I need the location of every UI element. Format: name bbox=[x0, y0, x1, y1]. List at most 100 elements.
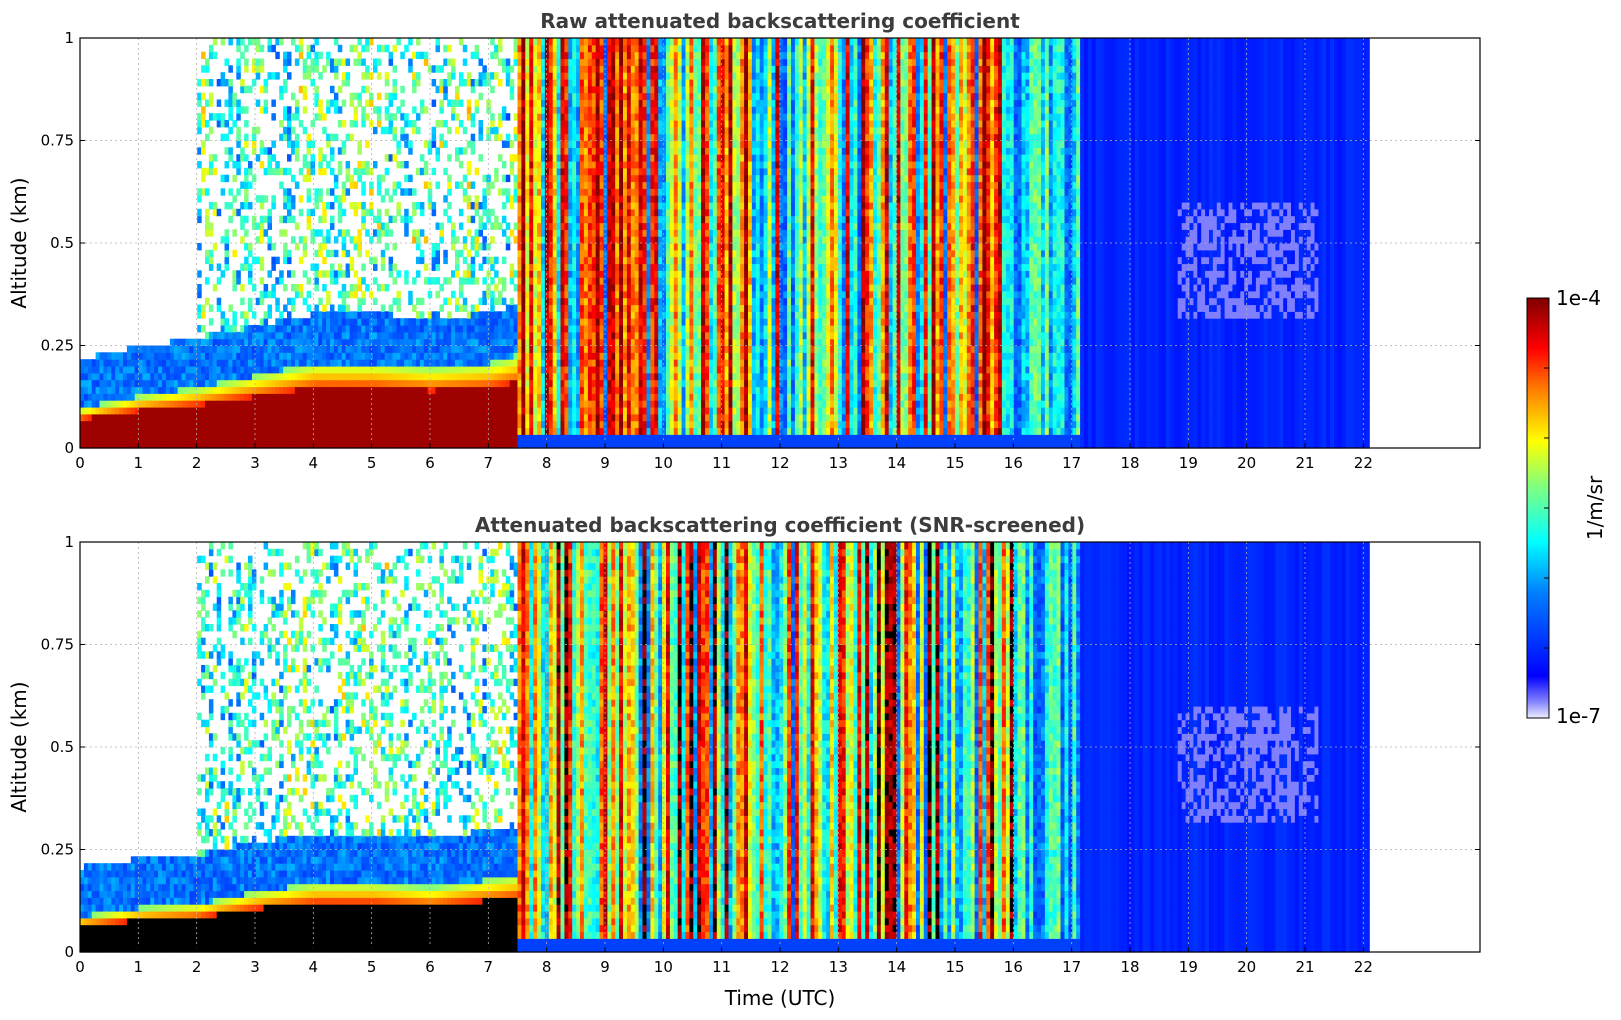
heatmap-cell bbox=[318, 393, 323, 401]
heatmap-cell bbox=[576, 229, 581, 237]
heatmap-cell bbox=[603, 229, 608, 237]
heatmap-cell bbox=[95, 393, 101, 401]
heatmap-cell bbox=[369, 338, 374, 347]
heatmap-cell bbox=[447, 338, 452, 347]
heatmap-cell bbox=[337, 359, 343, 367]
heatmap-cell bbox=[591, 393, 597, 401]
heatmap-cell bbox=[458, 38, 464, 46]
heatmap-cell bbox=[267, 407, 272, 415]
heatmap-cell bbox=[83, 420, 89, 429]
heatmap-cell bbox=[458, 284, 464, 292]
heatmap-cell bbox=[146, 413, 151, 422]
heatmap-cell bbox=[533, 195, 538, 203]
heatmap-cell bbox=[603, 318, 608, 326]
heatmap-cell bbox=[623, 318, 628, 326]
heatmap-cell bbox=[408, 318, 413, 326]
heatmap-cell bbox=[326, 441, 331, 449]
heatmap-cell bbox=[537, 92, 542, 101]
heatmap-cell bbox=[626, 420, 632, 429]
heatmap-cell bbox=[294, 372, 300, 381]
heatmap-cell bbox=[595, 325, 601, 333]
heatmap-cell bbox=[322, 359, 327, 367]
heatmap-cell bbox=[314, 65, 319, 73]
heatmap-cell bbox=[490, 359, 495, 367]
heatmap-cell bbox=[189, 427, 194, 435]
heatmap-cell bbox=[310, 345, 315, 353]
heatmap-cell bbox=[169, 352, 175, 360]
heatmap-cell bbox=[150, 413, 155, 422]
heatmap-cell bbox=[564, 256, 569, 265]
heatmap-cell bbox=[474, 407, 480, 415]
heatmap-cell bbox=[568, 325, 573, 333]
heatmap-cell bbox=[248, 420, 253, 429]
heatmap-cell bbox=[330, 215, 335, 224]
heatmap-cell bbox=[396, 427, 401, 435]
heatmap-cell bbox=[111, 434, 116, 442]
heatmap-cell bbox=[513, 38, 519, 46]
heatmap-cell bbox=[580, 133, 585, 142]
heatmap-cell bbox=[87, 366, 93, 374]
heatmap-cell bbox=[287, 106, 292, 114]
heatmap-cell bbox=[404, 366, 409, 374]
heatmap-cell bbox=[630, 195, 636, 203]
heatmap-cell bbox=[283, 243, 288, 251]
heatmap-cell bbox=[333, 270, 339, 278]
heatmap-cell bbox=[615, 290, 620, 299]
heatmap-cell bbox=[478, 229, 483, 237]
heatmap-cell bbox=[380, 44, 386, 53]
heatmap-cell bbox=[556, 290, 562, 299]
heatmap-cell bbox=[435, 318, 440, 326]
heatmap-cell bbox=[306, 290, 312, 299]
heatmap-cell bbox=[201, 65, 206, 73]
heatmap-cell bbox=[583, 72, 589, 80]
heatmap-cell bbox=[611, 99, 616, 107]
heatmap-cell bbox=[283, 400, 288, 408]
heatmap-cell bbox=[412, 304, 417, 312]
heatmap-cell bbox=[333, 249, 339, 258]
heatmap-cell bbox=[630, 393, 636, 401]
heatmap-cell bbox=[197, 352, 202, 360]
heatmap-cell bbox=[423, 400, 429, 408]
heatmap-cell bbox=[302, 106, 308, 114]
heatmap-cell bbox=[595, 338, 601, 347]
heatmap-cell bbox=[212, 413, 218, 422]
heatmap-cell bbox=[189, 345, 194, 353]
heatmap-cell bbox=[607, 386, 612, 394]
heatmap-cell bbox=[322, 154, 327, 162]
heatmap-cell bbox=[626, 195, 632, 203]
heatmap-cell bbox=[556, 386, 562, 394]
heatmap-cell bbox=[349, 256, 355, 265]
heatmap-cell bbox=[287, 338, 292, 347]
heatmap-cell bbox=[232, 99, 237, 107]
heatmap-cell bbox=[517, 133, 522, 142]
heatmap-cell bbox=[197, 372, 202, 381]
heatmap-cell bbox=[298, 318, 304, 326]
heatmap-cell bbox=[474, 51, 480, 60]
heatmap-cell bbox=[208, 441, 214, 449]
heatmap-cell bbox=[373, 352, 378, 360]
heatmap-cell bbox=[216, 427, 222, 435]
heatmap-cell bbox=[517, 222, 522, 230]
heatmap-cell bbox=[322, 167, 327, 176]
heatmap-cell bbox=[623, 133, 628, 142]
heatmap-cell bbox=[626, 338, 632, 347]
heatmap-cell bbox=[306, 366, 312, 374]
heatmap-cell bbox=[607, 72, 612, 80]
heatmap-cell bbox=[529, 304, 534, 312]
heatmap-cell bbox=[138, 420, 144, 429]
heatmap-cell bbox=[205, 215, 210, 224]
heatmap-cell bbox=[341, 304, 347, 312]
heatmap-cell bbox=[236, 154, 241, 162]
heatmap-cell bbox=[408, 325, 413, 333]
heatmap-cell bbox=[490, 222, 495, 230]
heatmap-cell bbox=[212, 407, 218, 415]
heatmap-cell bbox=[255, 297, 261, 306]
heatmap-cell bbox=[236, 126, 241, 135]
heatmap-cell bbox=[259, 359, 265, 367]
heatmap-cell bbox=[533, 379, 538, 388]
heatmap-cell bbox=[572, 85, 577, 94]
heatmap-cell bbox=[419, 208, 425, 217]
heatmap-cell bbox=[443, 256, 448, 265]
heatmap-cell bbox=[626, 236, 632, 244]
heatmap-cell bbox=[337, 229, 343, 237]
